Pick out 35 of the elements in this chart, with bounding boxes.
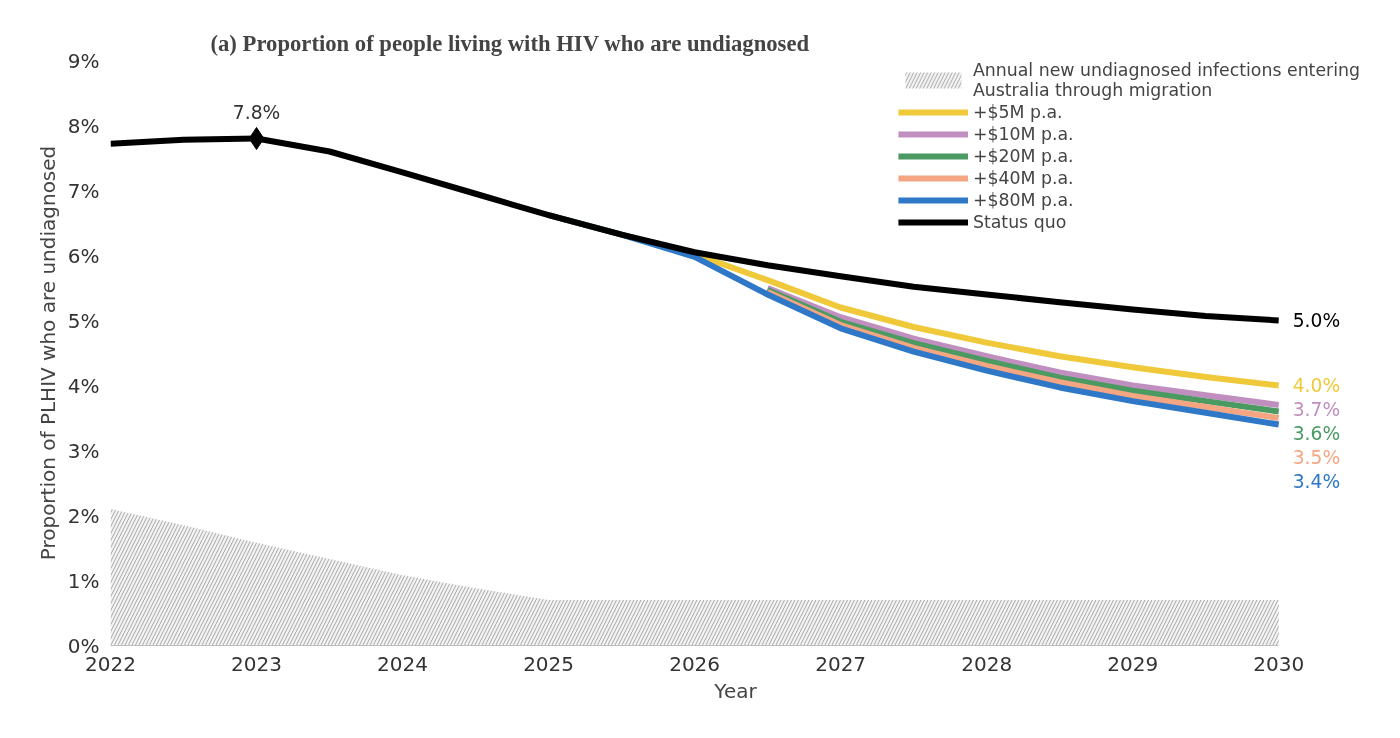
chart-title: (a) Proportion of people living with HIV who are undiagnosed (210, 30, 810, 56)
x-tick-label: 2027 (815, 651, 867, 676)
data-label: 3.4% (1292, 471, 1341, 492)
x-tick-label: 2028 (961, 651, 1013, 676)
data-label: 3.6% (1292, 423, 1341, 444)
x-tick-label: 2029 (1107, 651, 1159, 676)
x-axis-title: Year (713, 678, 758, 703)
y-tick-label: 5% (67, 308, 100, 333)
legend-label: +$10M p.a. (972, 124, 1074, 144)
y-tick-label: 8% (67, 113, 100, 138)
x-tick-label: 2024 (377, 651, 429, 676)
legend-label: +$20M p.a. (972, 146, 1074, 166)
y-tick-label: 2% (67, 503, 100, 528)
y-tick-label: 6% (67, 243, 100, 268)
y-tick-label: 4% (67, 373, 100, 398)
x-tick-label: 2023 (231, 651, 282, 676)
y-tick-label: 3% (67, 438, 100, 463)
legend-label: +$80M p.a. (972, 190, 1074, 210)
data-label: 5.0% (1292, 310, 1341, 331)
y-axis-title: Proportion of PLHIV who are undiagnosed (35, 145, 60, 561)
data-label: 3.7% (1292, 399, 1341, 420)
y-tick-label: 1% (67, 568, 100, 593)
y-tick-label: 0% (67, 633, 100, 658)
data-label: 3.5% (1292, 447, 1341, 468)
x-tick-label: 2025 (523, 651, 575, 676)
y-tick-label: 7% (67, 178, 100, 203)
y-tick-label: 9% (67, 48, 100, 73)
data-label: 7.8% (232, 101, 281, 123)
legend-label: +$40M p.a. (972, 168, 1074, 188)
legend-label: Annual new undiagnosed infections entering Australia through migration (972, 60, 1360, 100)
x-tick-label: 2026 (669, 651, 721, 676)
data-label: 4.0% (1292, 375, 1341, 396)
legend-label: Status quo (972, 212, 1067, 232)
legend-label: +$5M p.a. (972, 102, 1063, 122)
x-tick-label: 2030 (1253, 651, 1305, 676)
